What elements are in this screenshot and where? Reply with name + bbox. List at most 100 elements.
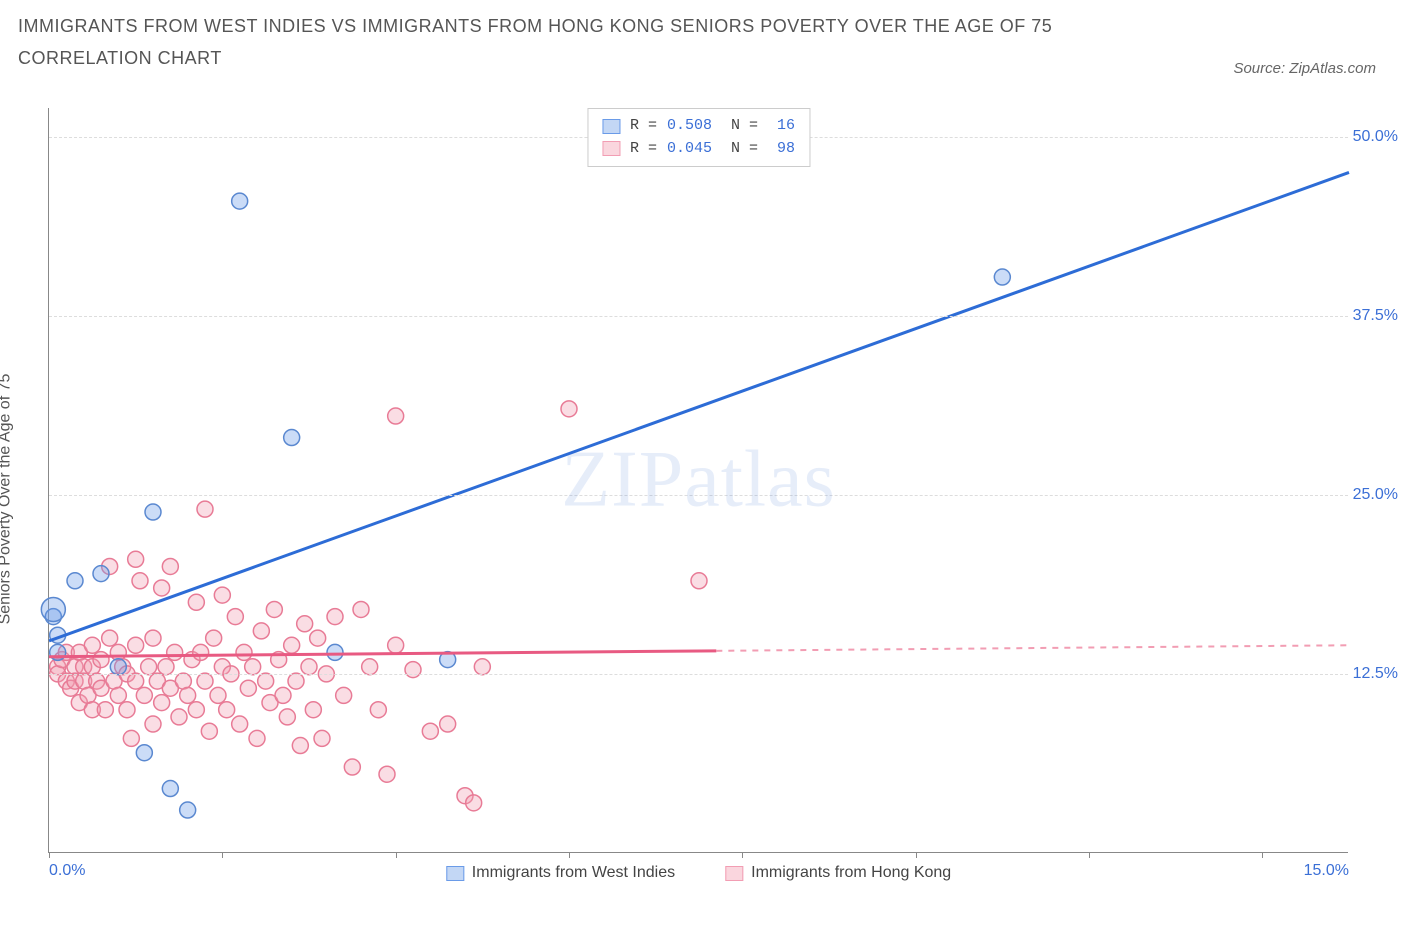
point-hong-kong [93,652,109,668]
point-hong-kong [466,795,482,811]
point-hong-kong [422,723,438,739]
point-hong-kong [362,659,378,675]
point-hong-kong [292,738,308,754]
swatch-west-indies [446,866,464,881]
y-tick-label: 25.0% [1353,486,1398,504]
legend-n-label: N = [722,138,758,161]
gridline [49,316,1348,317]
x-tick-label: 15.0% [1304,862,1349,880]
point-hong-kong [249,730,265,746]
legend-item-hong-kong: Immigrants from Hong Kong [725,864,951,882]
point-hong-kong [275,687,291,703]
point-hong-kong [314,730,330,746]
point-west-indies [327,644,343,660]
point-hong-kong [336,687,352,703]
point-hong-kong [123,730,139,746]
trendline-hong-kong [49,651,716,657]
x-tick [742,852,743,858]
point-hong-kong [154,695,170,711]
point-hong-kong [188,702,204,718]
x-tick [396,852,397,858]
legend-r-label: R = [630,138,657,161]
point-hong-kong [279,709,295,725]
point-hong-kong [297,616,313,632]
point-hong-kong [102,630,118,646]
point-west-indies [284,430,300,446]
y-tick-label: 50.0% [1353,128,1398,146]
point-hong-kong [214,587,230,603]
point-hong-kong [188,594,204,610]
point-hong-kong [474,659,490,675]
point-hong-kong [175,673,191,689]
legend-row-hong-kong: R = 0.045 N = 98 [602,138,795,161]
legend-label-hong-kong: Immigrants from Hong Kong [751,864,951,882]
chart-plot-area: ZIPatlas R = 0.508 N = 16 R = 0.045 N = … [48,108,1348,853]
point-hong-kong [310,630,326,646]
correlation-legend-box: R = 0.508 N = 16 R = 0.045 N = 98 [587,108,810,167]
point-hong-kong [145,716,161,732]
legend-r-label: R = [630,115,657,138]
point-hong-kong [253,623,269,639]
legend-row-west-indies: R = 0.508 N = 16 [602,115,795,138]
point-hong-kong [691,573,707,589]
point-hong-kong [145,630,161,646]
point-hong-kong [141,659,157,675]
legend-label-west-indies: Immigrants from West Indies [472,864,675,882]
point-hong-kong [128,673,144,689]
point-west-indies [162,781,178,797]
point-hong-kong [388,637,404,653]
legend-r-west-indies: 0.508 [667,115,712,138]
point-west-indies [93,566,109,582]
point-west-indies [67,573,83,589]
point-hong-kong [84,637,100,653]
point-west-indies [994,269,1010,285]
chart-title: IMMIGRANTS FROM WEST INDIES VS IMMIGRANT… [18,10,1168,75]
point-hong-kong [180,687,196,703]
gridline [49,495,1348,496]
point-hong-kong [353,601,369,617]
y-axis-label: Seniors Poverty Over the Age of 75 [0,374,14,625]
point-hong-kong [219,702,235,718]
point-hong-kong [288,673,304,689]
point-hong-kong [561,401,577,417]
point-west-indies [232,193,248,209]
point-hong-kong [370,702,386,718]
swatch-hong-kong [725,866,743,881]
point-hong-kong [136,687,152,703]
x-tick [569,852,570,858]
x-tick [1089,852,1090,858]
point-hong-kong [344,759,360,775]
point-west-indies [110,659,126,675]
swatch-west-indies [602,119,620,134]
point-hong-kong [236,644,252,660]
point-hong-kong [284,637,300,653]
point-west-indies [41,597,65,621]
point-hong-kong [162,558,178,574]
point-hong-kong [167,644,183,660]
point-west-indies [180,802,196,818]
point-hong-kong [245,659,261,675]
point-hong-kong [379,766,395,782]
point-hong-kong [258,673,274,689]
x-tick [916,852,917,858]
point-hong-kong [327,609,343,625]
point-hong-kong [171,709,187,725]
gridline [49,674,1348,675]
legend-item-west-indies: Immigrants from West Indies [446,864,675,882]
point-hong-kong [232,716,248,732]
point-hong-kong [266,601,282,617]
point-hong-kong [440,716,456,732]
x-tick [49,852,50,858]
point-hong-kong [154,580,170,596]
legend-n-west-indies: 16 [768,115,795,138]
point-hong-kong [305,702,321,718]
swatch-hong-kong [602,141,620,156]
x-tick [1262,852,1263,858]
point-hong-kong [240,680,256,696]
legend-r-hong-kong: 0.045 [667,138,712,161]
point-west-indies [145,504,161,520]
point-hong-kong [210,687,226,703]
x-tick-label: 0.0% [49,862,85,880]
point-hong-kong [128,637,144,653]
y-tick-label: 37.5% [1353,307,1398,325]
